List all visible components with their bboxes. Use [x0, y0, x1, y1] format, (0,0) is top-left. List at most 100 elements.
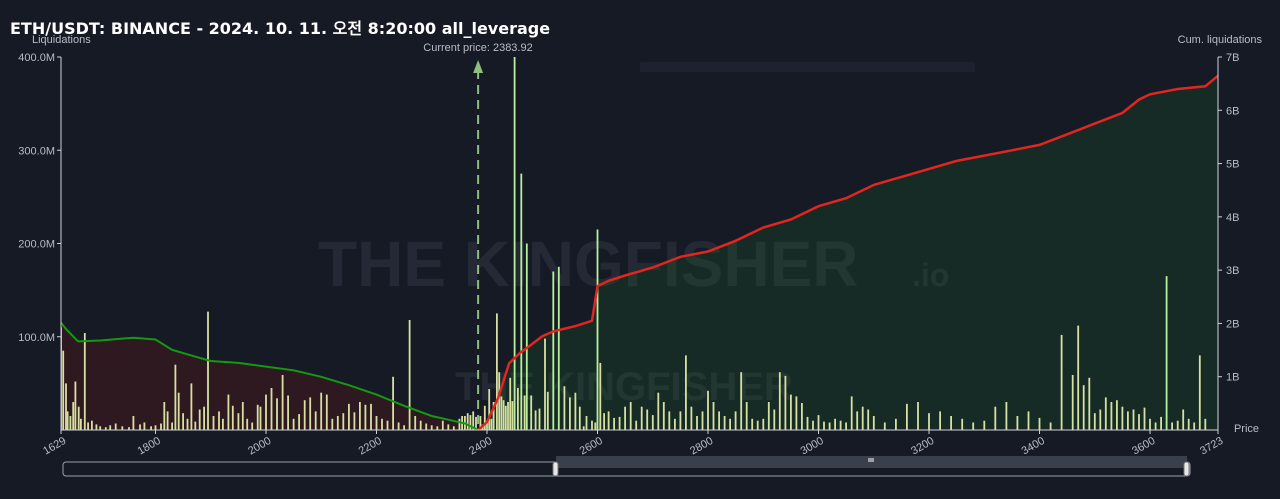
- liquidation-bar: [469, 415, 472, 430]
- x-tick-label: 3000: [799, 435, 826, 458]
- y-right-tick-label: 5B: [1226, 159, 1239, 171]
- liquidation-bar: [479, 416, 482, 430]
- liquidation-bar: [784, 375, 787, 430]
- liquidation-bar: [1193, 422, 1196, 430]
- y-right-tick-label: 7B: [1226, 52, 1239, 64]
- liquidation-bar: [511, 401, 514, 430]
- liquidation-bar: [867, 409, 870, 430]
- liquidation-bar: [430, 425, 433, 430]
- liquidation-bar: [65, 383, 67, 430]
- liquidation-bar: [624, 406, 626, 430]
- liquidation-bar: [486, 421, 488, 430]
- liquidation-bar: [166, 411, 169, 430]
- long-cum-line: [61, 322, 479, 430]
- liquidation-bar: [1176, 420, 1179, 430]
- liquidation-bar: [392, 376, 394, 430]
- short-cum-area: [478, 75, 1218, 430]
- liquidation-bar: [740, 372, 743, 430]
- liquidation-bar: [171, 422, 173, 430]
- liquidation-bar: [1116, 400, 1118, 430]
- liquidation-bar: [773, 409, 776, 430]
- liquidation-bar: [520, 173, 523, 430]
- liquidation-bar: [640, 406, 643, 430]
- range-slider[interactable]: [62, 456, 1191, 477]
- liquidation-bar: [500, 396, 503, 430]
- liquidation-bar: [502, 400, 505, 430]
- liquidation-bar: [685, 355, 687, 430]
- x-axis-label: Price: [1234, 423, 1259, 435]
- liquidation-bar: [237, 413, 240, 430]
- y-left-axis-label: Liquidations: [32, 34, 91, 46]
- watermark-text-small: THE KINGFISHER: [455, 365, 793, 409]
- liquidation-bar: [828, 422, 831, 430]
- liquidation-bar: [1127, 411, 1129, 430]
- liquidation-bar: [569, 397, 571, 430]
- liquidation-bar: [154, 425, 157, 430]
- y-right-axis-label: Cum. liquidations: [1178, 34, 1263, 46]
- liquidation-bar: [74, 381, 77, 430]
- liquidation-bar: [651, 415, 654, 430]
- liquidation-bar: [414, 416, 417, 430]
- liquidation-bar: [1165, 276, 1168, 430]
- liquidation-bar: [845, 422, 847, 430]
- liquidation-bar: [563, 386, 566, 430]
- x-ticks: 1629 1800 2000 2200 2400 2600 2800 3000 3200 3400…: [41, 430, 1225, 458]
- liquidation-bar: [1093, 413, 1096, 430]
- liquidation-bar: [795, 396, 798, 430]
- liquidation-bar: [696, 416, 698, 430]
- liquidation-bar: [917, 402, 919, 430]
- liquidation-bar: [375, 416, 378, 430]
- liquidation-bar: [507, 402, 509, 430]
- liquidation-bar: [618, 416, 621, 430]
- liquidation-bar: [1149, 418, 1151, 430]
- watermark: THE KINGFISHER .io THE KINGFISHER: [318, 228, 949, 409]
- x-tick-label: 3723: [1198, 435, 1225, 458]
- y-right-ticks: 7B 6B 5B 4B 3B 2B 1B: [1218, 52, 1239, 384]
- liquidation-bar: [251, 422, 254, 430]
- liquidation-bar: [160, 423, 162, 430]
- liquidation-bar: [95, 424, 98, 430]
- x-tick-label: 3600: [1130, 435, 1157, 458]
- liquidation-bar: [762, 418, 765, 430]
- y-right-tick-label: 3B: [1226, 265, 1239, 277]
- liquidation-bar: [281, 375, 284, 430]
- liquidation-bar: [397, 422, 400, 430]
- liquidation-bar: [817, 415, 820, 430]
- liquidation-bar: [513, 57, 516, 430]
- liquidation-bar: [544, 338, 546, 430]
- liquidation-bar: [939, 411, 941, 430]
- liquidation-bar: [303, 400, 306, 430]
- liquidation-bar: [353, 412, 356, 430]
- liquidation-bar: [80, 418, 82, 430]
- liquidation-bar: [132, 416, 135, 430]
- liquidation-bar: [472, 411, 475, 430]
- slider-right-handle[interactable]: [1183, 461, 1190, 477]
- liquidation-bar: [525, 243, 528, 430]
- liquidation-bar: [182, 413, 184, 430]
- liquidation-bar: [607, 411, 610, 430]
- liquidation-bar: [292, 418, 295, 430]
- liquidation-bar: [331, 418, 334, 430]
- liquidation-bar: [198, 409, 201, 430]
- y-left-tick-label: 400.0M: [18, 52, 55, 64]
- x-tick-label: 3400: [1020, 435, 1047, 458]
- current-price-label: Current price: 2383.92: [423, 42, 532, 54]
- liquidation-bar: [718, 411, 720, 430]
- slider-left-handle[interactable]: [552, 461, 559, 477]
- liquidation-bar: [538, 408, 541, 430]
- slider-grip-icon[interactable]: [868, 458, 874, 462]
- liquidation-bar: [408, 320, 411, 430]
- liquidation-bar: [629, 402, 632, 430]
- liquidation-bar: [1049, 422, 1052, 430]
- liquidation-bar: [596, 229, 599, 430]
- liquidation-bar: [778, 372, 781, 430]
- liquidation-bar: [523, 395, 526, 430]
- liquidation-bar: [895, 418, 897, 430]
- liquidation-bar: [314, 411, 317, 430]
- liquidation-bar: [1138, 414, 1140, 430]
- liquidation-bar: [801, 403, 803, 430]
- liquidation-bar: [657, 392, 660, 430]
- liquidation-bar: [121, 426, 124, 430]
- liquidation-bar: [839, 420, 842, 430]
